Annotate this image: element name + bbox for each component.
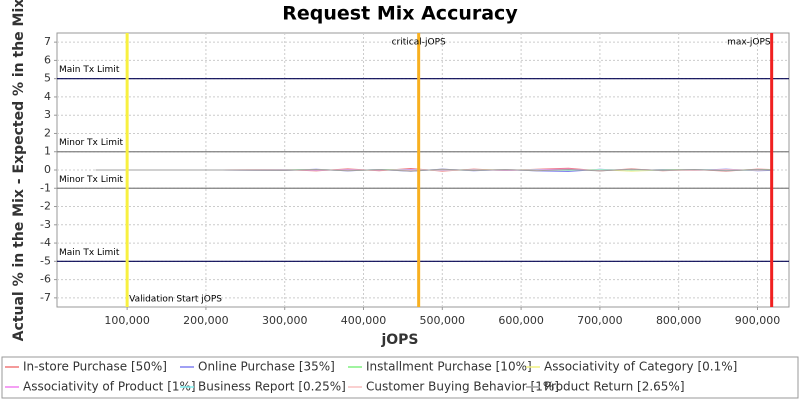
y-tick-label: -2: [40, 200, 51, 213]
y-tick-label: 1: [44, 145, 51, 158]
legend-label: Installment Purchase [10%]: [366, 360, 532, 374]
x-tick-label: 500,000: [420, 314, 466, 327]
y-tick-label: -3: [40, 218, 51, 231]
x-tick-label: 100,000: [104, 314, 150, 327]
y-tick-label: 4: [44, 90, 51, 103]
x-axis-label: jOPS: [380, 332, 418, 348]
x-tick-label: 700,000: [577, 314, 623, 327]
y-tick-label: -5: [40, 254, 51, 267]
legend-label: Associativity of Category [0.1%]: [544, 360, 737, 374]
limit-label: Minor Tx Limit: [59, 138, 124, 148]
legend-label: Business Report [0.25%]: [198, 380, 346, 394]
y-tick-label: -7: [40, 291, 51, 304]
x-tick-label: 400,000: [341, 314, 387, 327]
legend-label: Online Purchase [35%]: [198, 360, 335, 374]
x-tick-label: 900,000: [735, 314, 781, 327]
x-tick-label: 800,000: [656, 314, 702, 327]
legend: [1, 356, 799, 399]
limit-label: Main Tx Limit: [59, 248, 120, 258]
legend-label: Product Return [2.65%]: [544, 380, 685, 394]
y-tick-label: 2: [44, 126, 51, 139]
legend-label: Associativity of Product [1%]: [23, 380, 196, 394]
limit-label: Minor Tx Limit: [59, 175, 124, 185]
marker-label: max-jOPS: [727, 38, 771, 48]
y-axis-label: Actual % in the Mix - Expected % in the …: [11, 0, 27, 341]
x-tick-label: 600,000: [498, 314, 544, 327]
series-line: [95, 168, 774, 172]
y-tick-label: -1: [40, 181, 51, 194]
legend-label: Customer Buying Behavior [1%]: [366, 380, 559, 394]
y-tick-label: -6: [40, 273, 51, 286]
y-tick-label: 0: [44, 163, 51, 176]
y-tick-label: 5: [44, 72, 51, 85]
marker-label: Validation Start jOPS: [129, 295, 222, 305]
y-tick-label: 7: [44, 35, 51, 48]
legend-label: In-store Purchase [50%]: [23, 360, 167, 374]
y-tick-label: 6: [44, 53, 51, 66]
chart-title: Request Mix Accuracy: [282, 3, 518, 25]
limit-label: Main Tx Limit: [59, 65, 120, 75]
x-tick-label: 300,000: [262, 314, 308, 327]
y-tick-label: -4: [40, 236, 51, 249]
y-tick-label: 3: [44, 108, 51, 121]
x-tick-label: 200,000: [183, 314, 229, 327]
marker-label: critical-jOPS: [392, 38, 446, 48]
